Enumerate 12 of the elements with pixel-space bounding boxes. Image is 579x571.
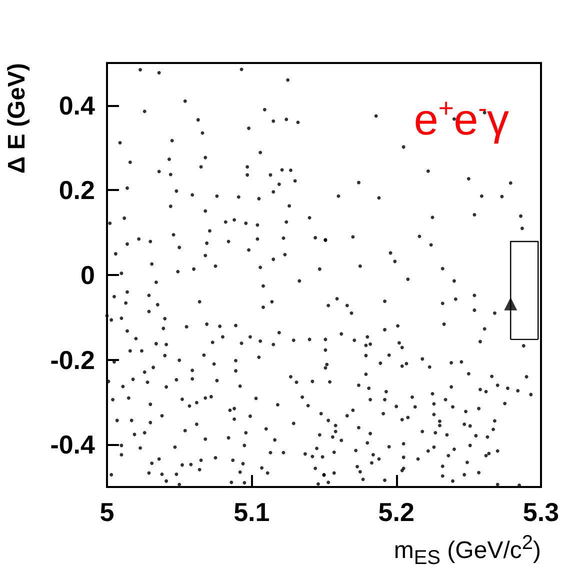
x-axis-title: m$_{ES}$ (GeV/c$^{2}$) <box>394 531 541 571</box>
x-tick-label: 5.2 <box>378 497 414 527</box>
y-tick-label: -0.2 <box>50 344 95 375</box>
annotation: e+e-γ <box>414 93 509 145</box>
x-tick-label: 5.3 <box>522 497 560 527</box>
y-tick-label: 0.4 <box>58 90 96 120</box>
x-tick-label: 5.1 <box>234 497 270 527</box>
x-tick-label: 5 <box>100 497 114 527</box>
y-tick-label: 0 <box>80 260 95 290</box>
y-tick-label: 0.2 <box>58 175 95 206</box>
y-axis-title: Δ E (GeV) <box>4 63 30 174</box>
y-tick-label: -0.4 <box>50 430 96 460</box>
